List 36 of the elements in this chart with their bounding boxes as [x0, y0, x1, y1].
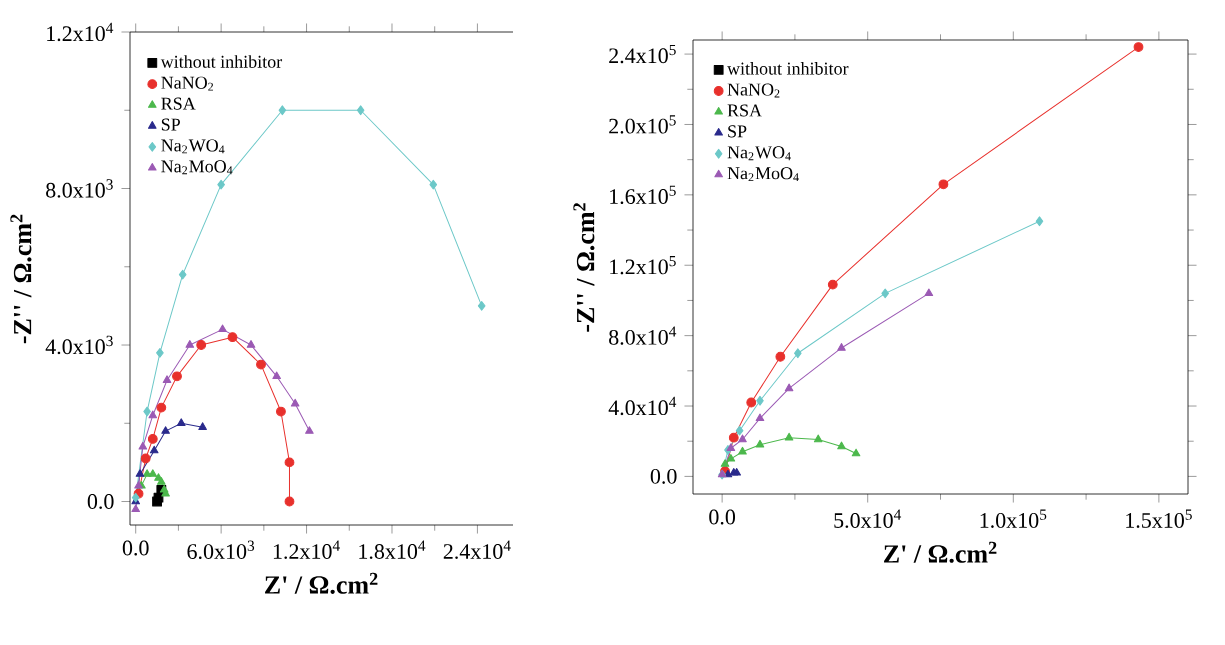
y-tick-label: 4.0x10$^{4}$ [608, 396, 677, 416]
x-tick-label: 6.0x10$^{3}$ [187, 540, 255, 560]
y-axis-title: -Z'' / Ω.cm$^{2}$ [10, 214, 32, 344]
legend-label: NaNO$_{2}$ [161, 76, 214, 91]
y-tick-label: 1.6x10$^{5}$ [610, 185, 676, 205]
legend-label: RSA [727, 104, 762, 117]
y-tick-label: 0.0 [650, 468, 677, 484]
legend-label: RSA [161, 97, 196, 110]
legend-label: without inhibitor [160, 55, 283, 68]
legend-label: Na$_{2}$WO$_{4}$ [727, 146, 791, 161]
y-tick-label: 1.2x10$^{4}$ [47, 22, 114, 42]
x-tick-label: 1.2x10$^{4}$ [273, 540, 340, 559]
x-tick-label: 0.0 [122, 540, 149, 556]
y-tick-label: 2.0x10$^{5}$ [609, 115, 676, 134]
legend-label: SP [161, 118, 180, 131]
y-tick-label: 8.0x10$^{3}$ [46, 179, 113, 198]
legend-label: Na$_{2}$WO$_{4}$ [161, 139, 225, 154]
x-tick-label: 1.5x10$^{5}$ [1126, 509, 1192, 528]
y-axis-title: -Z'' / Ω.cm$^{2}$ [573, 203, 595, 332]
legend-label: Na$_{2}$MoO$_{4}$ [727, 167, 799, 182]
x-tick-label: 0.0 [709, 509, 736, 525]
x-tick-label: 5.0x10$^{4}$ [834, 509, 902, 528]
x-tick-label: 1.8x10$^{4}$ [359, 540, 426, 559]
y-tick-label: 4.0x10$^{3}$ [45, 335, 113, 355]
y-tick-label: 1.2x10$^{5}$ [610, 256, 676, 275]
legend-label: SP [728, 125, 747, 138]
legend-label: NaNO$_{2}$ [727, 83, 780, 98]
x-tick-label: 2.4x10$^{4}$ [443, 540, 511, 559]
x-tick-label: 1.0x10$^{5}$ [980, 509, 1047, 528]
x-axis-title: Z' / Ω.cm$^{2}$ [884, 541, 997, 563]
legend-label: Na$_{2}$MoO$_{4}$ [161, 160, 233, 175]
x-axis-title: Z' / Ω.cm$^{2}$ [265, 572, 378, 594]
y-tick-label: 2.4x10$^{5}$ [609, 44, 676, 64]
y-tick-label: 8.0x10$^{4}$ [609, 326, 677, 345]
legend-label: without inhibitor [727, 62, 849, 75]
y-tick-label: 0.0 [87, 494, 114, 509]
